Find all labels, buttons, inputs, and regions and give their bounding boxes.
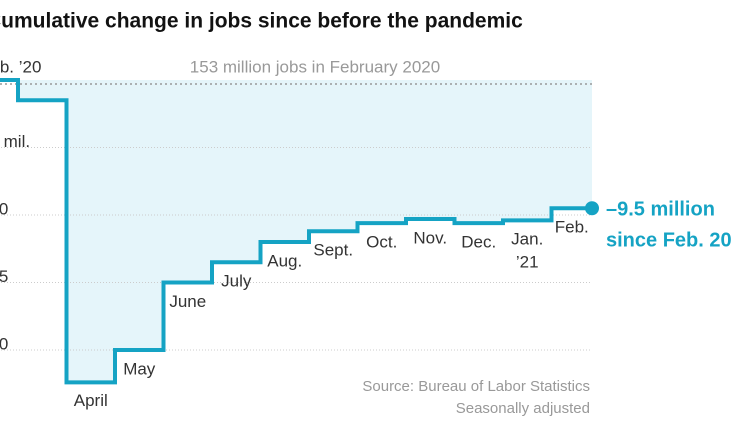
x-tick-label: Nov.	[413, 229, 447, 248]
x-tick-label: Jan. ’21	[511, 230, 543, 272]
shaded-area	[18, 80, 592, 383]
baseline-note: 153 million jobs in February 2020	[190, 57, 440, 76]
y-tick-label: –5 mil.	[0, 132, 30, 151]
x-tick-label: Dec.	[461, 233, 496, 252]
value-label: –9.5 million	[606, 199, 715, 221]
x-tick-label: Sept.	[313, 241, 353, 260]
x-tick-label: Oct.	[366, 233, 397, 252]
x-tick-label: July	[221, 272, 252, 291]
source: Source: Bureau of Labor Statistics	[362, 378, 590, 395]
x-tick-label: June	[169, 292, 206, 311]
y-tick-label: –20	[0, 334, 8, 353]
y-tick-label: –10	[0, 199, 8, 218]
x-tick-label: Feb. ’20	[0, 57, 41, 76]
x-tick-label: Feb.	[555, 218, 589, 237]
end-point	[585, 201, 599, 216]
y-tick-label: –15	[0, 267, 8, 286]
chart-title: Cumulative change in jobs since before t…	[0, 10, 523, 33]
x-tick-label: April	[74, 391, 108, 410]
x-tick-label: Aug.	[267, 251, 302, 270]
source-note: Seasonally adjusted	[456, 400, 590, 417]
end-note: since Feb. 20	[606, 230, 732, 252]
plot: –5 mil. –10 –15 –20 153 million jobs in Febr…	[0, 57, 732, 410]
x-tick-label: May	[123, 359, 156, 378]
